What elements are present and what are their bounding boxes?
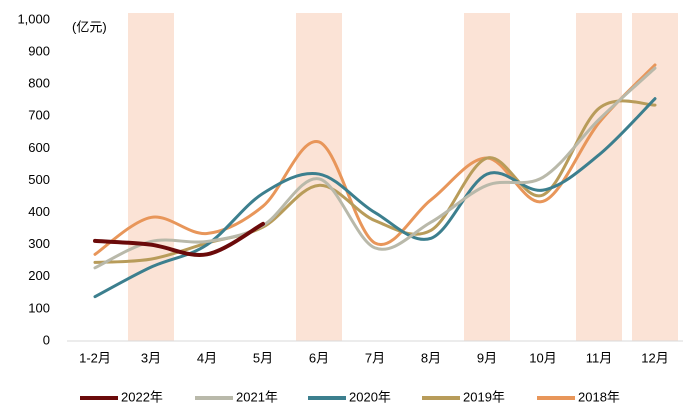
series-line: [93, 66, 657, 270]
legend-label: 2021年: [236, 389, 278, 404]
legend-label: 2020年: [349, 389, 391, 404]
series-line: [93, 221, 265, 258]
series-line: [93, 99, 657, 264]
y-tick-label: 600: [28, 140, 50, 155]
y-tick-label: 900: [28, 44, 50, 59]
x-tick-label: 1-2月: [79, 350, 111, 365]
x-tick-label: 11月: [586, 350, 613, 365]
highlight-band: [128, 13, 174, 341]
unit-label: (亿元): [72, 19, 107, 34]
x-tick-label: 4月: [197, 350, 217, 365]
y-tick-label: 200: [28, 268, 50, 283]
series-line: [93, 97, 657, 299]
highlight-band: [296, 13, 342, 341]
x-tick-label: 5月: [253, 350, 273, 365]
highlight-band: [632, 13, 678, 341]
x-tick-label: 7月: [365, 350, 385, 365]
x-tick-label: 6月: [309, 350, 329, 365]
legend-label: 2018年: [578, 389, 620, 404]
highlight-band: [464, 13, 510, 341]
y-tick-label: 800: [28, 76, 50, 91]
y-tick-label: 0: [43, 332, 50, 347]
y-tick-label: 400: [28, 204, 50, 219]
y-tick-label: 300: [28, 236, 50, 251]
highlight-band: [576, 13, 622, 341]
series-line: [93, 63, 657, 256]
y-tick-label: 500: [28, 172, 50, 187]
x-tick-label: 3月: [141, 350, 161, 365]
y-tick-label: 100: [28, 300, 50, 315]
x-tick-label: 9月: [477, 350, 497, 365]
y-tick-label: 700: [28, 108, 50, 123]
x-tick-label: 12月: [641, 350, 668, 365]
legend-label: 2019年: [463, 389, 505, 404]
legend-label: 2022年: [121, 389, 163, 404]
x-tick-label: 8月: [421, 350, 441, 365]
y-tick-label: 1,000: [17, 11, 50, 26]
x-tick-label: 10月: [529, 350, 556, 365]
